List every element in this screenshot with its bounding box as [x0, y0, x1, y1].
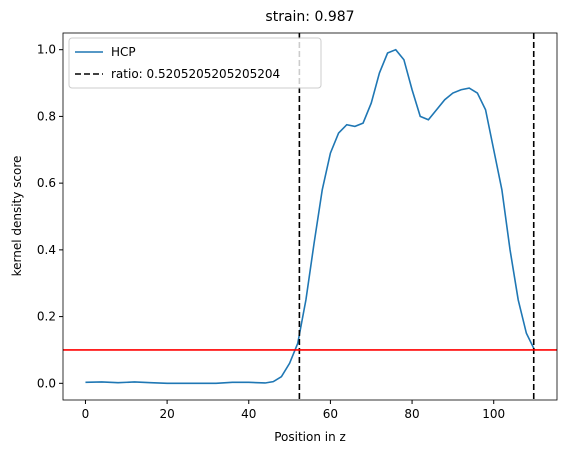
y-tick-label: 1.0: [37, 43, 56, 57]
y-tick-label: 0.8: [37, 109, 56, 123]
x-tick-label: 0: [82, 407, 90, 421]
plot-frame: [62, 32, 558, 401]
chart-title: strain: 0.987: [265, 9, 354, 25]
x-tick-label: 60: [323, 407, 338, 421]
y-tick-label: 0.0: [37, 376, 56, 390]
x-tick-label: 100: [482, 407, 505, 421]
y-tick-label: 0.4: [37, 243, 56, 257]
y-tick-label: 0.2: [37, 310, 56, 324]
x-axis-label: Position in z: [274, 430, 346, 444]
legend-box: [68, 37, 322, 89]
y-axis-label: kernel density score: [10, 156, 24, 277]
x-tick-label: 20: [159, 407, 174, 421]
y-tick-label: 0.6: [37, 176, 56, 190]
x-tick-label: 80: [404, 407, 419, 421]
x-tick-label: 40: [241, 407, 256, 421]
data-line: [85, 48, 536, 385]
legend-label: ratio: 0.5205205205205204: [111, 67, 280, 81]
legend-label: HCP: [111, 45, 136, 59]
